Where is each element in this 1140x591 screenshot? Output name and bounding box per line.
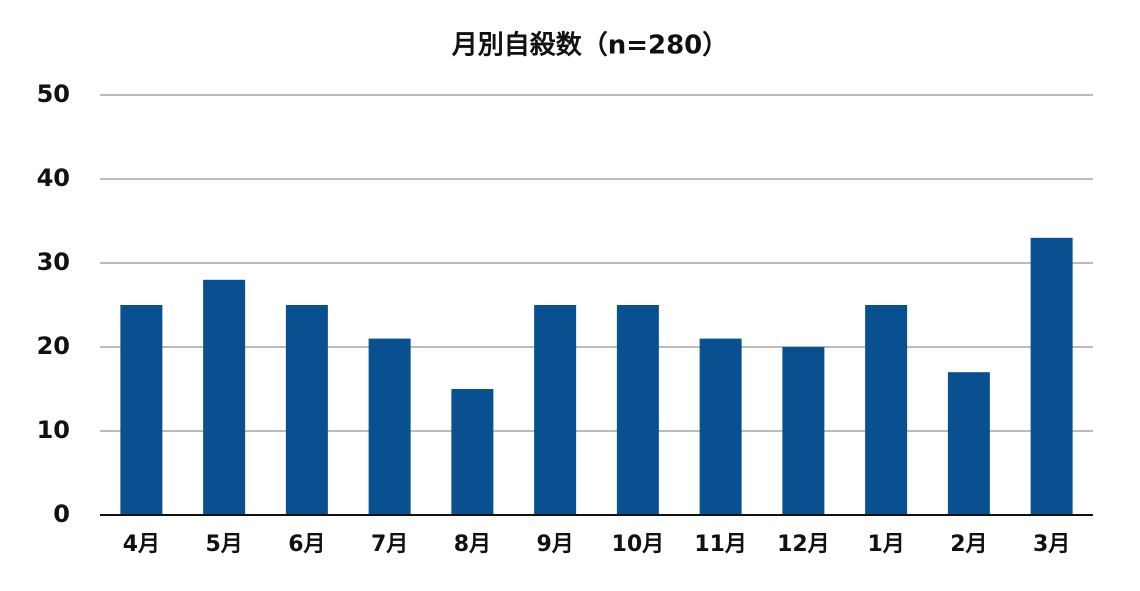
x-tick-label: 7月 (371, 532, 408, 557)
y-tick-label: 30 (37, 248, 70, 276)
x-tick-label: 4月 (123, 532, 160, 557)
bar (865, 305, 908, 515)
y-tick-label: 50 (37, 80, 70, 108)
bar (947, 372, 990, 515)
x-tick-label: 8月 (454, 532, 491, 557)
bar (120, 305, 163, 515)
y-tick-label: 10 (37, 416, 70, 444)
y-tick-label: 40 (37, 164, 70, 192)
x-tick-label: 6月 (288, 532, 325, 557)
x-tick-label: 10月 (612, 532, 665, 557)
bar (616, 305, 659, 515)
x-tick-label: 12月 (777, 532, 830, 557)
bar (285, 305, 328, 515)
bar (368, 338, 411, 515)
x-tick-label: 9月 (536, 532, 573, 557)
x-tick-label: 1月 (867, 532, 904, 557)
bar (451, 389, 494, 515)
x-tick-label: 11月 (694, 532, 747, 557)
bar (203, 279, 246, 515)
y-tick-label: 20 (37, 332, 70, 360)
chart-title: 月別自殺数（n=280） (451, 30, 729, 61)
bar (534, 305, 577, 515)
bar (782, 347, 825, 515)
bar (699, 338, 742, 515)
y-tick-label: 0 (53, 500, 70, 528)
x-tick-label: 5月 (205, 532, 242, 557)
x-tick-label: 3月 (1033, 532, 1070, 557)
x-tick-label: 2月 (950, 532, 987, 557)
bar (1030, 237, 1073, 516)
